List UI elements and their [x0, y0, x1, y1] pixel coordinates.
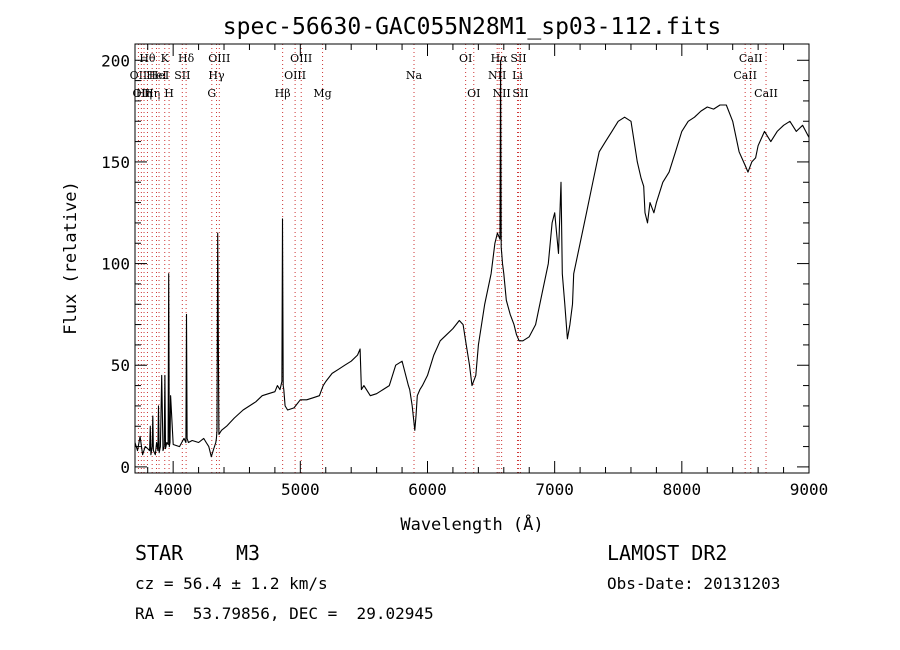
line-marker-label: HeI: [149, 69, 169, 82]
chart-title: spec-56630-GAC055N28M1_sp03-112.fits: [223, 14, 722, 40]
line-marker-label: G: [207, 87, 216, 100]
x-tick-label: 9000: [790, 480, 829, 499]
line-marker-label: OI: [467, 87, 480, 100]
y-axis-label: Flux (relative): [61, 181, 81, 335]
line-marker-label: CaII: [739, 52, 763, 65]
plot-frame: [134, 43, 810, 474]
line-marker-label: NII: [488, 69, 506, 82]
x-tick-label: 6000: [408, 480, 447, 499]
line-marker-label: OI: [459, 52, 472, 65]
object-subclass: M3: [236, 541, 261, 565]
redshift-value: cz = 56.4 ± 1.2 km/s: [135, 574, 328, 593]
x-axis-label: Wavelength (Å): [400, 513, 543, 535]
spectrum-series: [134, 59, 810, 458]
y-tick-label: 0: [120, 458, 130, 477]
line-marker-label: CaII: [754, 87, 778, 100]
line-marker-label: Hδ: [178, 52, 195, 65]
y-tick-label: 50: [111, 356, 130, 375]
line-markers: OIIOIIHηHθHηHeIHeIKHSIIHδGHγOIIIHβOIIIOI…: [130, 44, 778, 473]
x-tick-label: 4000: [154, 480, 193, 499]
y-tick-label: 150: [101, 153, 130, 172]
line-marker-label: SII: [174, 69, 190, 82]
line-marker-label: OIII: [290, 52, 312, 65]
line-marker-label: Hβ: [275, 87, 291, 100]
line-marker-label: OII: [130, 69, 148, 82]
y-tick-label: 100: [101, 255, 130, 274]
line-marker-label: OII: [132, 87, 150, 100]
object-type: STAR: [135, 541, 184, 565]
line-marker-label: SII: [512, 87, 528, 100]
line-marker-label: OIII: [208, 52, 230, 65]
line-marker-label: SII: [510, 52, 526, 65]
line-marker-label: OIII: [284, 69, 306, 82]
coordinates: RA = 53.79856, DEC = 29.02945: [135, 604, 434, 623]
x-tick-label: 8000: [663, 480, 702, 499]
spectrum-line: [134, 59, 810, 458]
line-marker-label: H: [164, 87, 174, 100]
y-tick-label: 200: [101, 51, 130, 70]
line-marker-label: Hη: [136, 87, 152, 100]
line-marker-label: Hθ: [139, 52, 156, 65]
x-tick-label: 7000: [535, 480, 574, 499]
line-marker-label: Hη: [144, 87, 160, 100]
line-marker-label: CaII: [733, 69, 757, 82]
x-tick-label: 5000: [281, 480, 320, 499]
line-marker-label: NII: [492, 87, 510, 100]
line-marker-label: Hγ: [208, 69, 225, 82]
line-marker-label: Na: [406, 69, 423, 82]
line-marker-label: K: [161, 52, 170, 65]
line-marker-label: HeI: [146, 69, 166, 82]
line-marker-label: Mg: [313, 87, 331, 100]
line-marker-label: Li: [512, 69, 523, 82]
line-marker-label: Hα: [491, 52, 509, 65]
axes: 4000 5000 6000 7000 8000 9000 0 50 100 150 200: [101, 43, 829, 499]
survey-name: LAMOST DR2: [607, 541, 728, 565]
observation-date: Obs-Date: 20131203: [607, 574, 781, 593]
